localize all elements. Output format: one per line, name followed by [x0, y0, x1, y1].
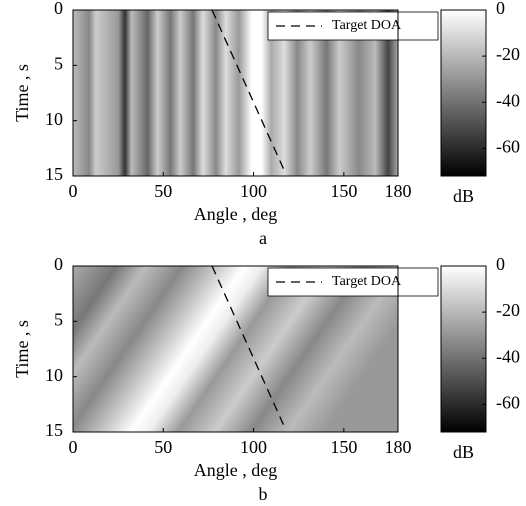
x-axis-label: Angle , deg — [194, 204, 277, 224]
x-tick-label: 100 — [240, 181, 267, 201]
x-tick-label: 180 — [385, 181, 412, 201]
legend-box — [267, 267, 439, 297]
x-tick-label: 50 — [154, 437, 172, 457]
y-axis-label: Time , s — [12, 64, 32, 122]
x-tick-label: 150 — [330, 437, 357, 457]
colorbar — [440, 9, 487, 177]
colorbar — [440, 265, 487, 433]
y-tick-label: 5 — [54, 53, 63, 73]
plot-frame — [72, 265, 399, 433]
y-axis-label: Time , s — [12, 320, 32, 378]
x-tick-label: 0 — [69, 181, 78, 201]
x-tick-label: 50 — [154, 181, 172, 201]
colorbar-label: dB — [453, 442, 474, 462]
y-tick-label: 5 — [54, 309, 63, 329]
plot-frame — [72, 9, 399, 177]
colorbar-tick-label: 0 — [496, 254, 505, 274]
y-tick-label: 15 — [45, 420, 63, 440]
colorbar-tick-label: -20 — [496, 44, 520, 64]
colorbar-tick-label: -20 — [496, 300, 520, 320]
x-tick-label: 150 — [330, 181, 357, 201]
x-axis-label: Angle , deg — [194, 460, 277, 480]
y-tick-label: 10 — [45, 365, 63, 385]
colorbar-tick-label: -40 — [496, 346, 520, 366]
y-tick-label: 0 — [54, 254, 63, 274]
colorbar-tick-label: -60 — [496, 392, 520, 412]
caption: b — [259, 484, 268, 501]
y-tick-label: 10 — [45, 109, 63, 129]
x-tick-label: 0 — [69, 437, 78, 457]
y-tick-label: 0 — [54, 0, 63, 18]
caption: a — [259, 228, 267, 248]
legend-label: Target DOA — [332, 274, 402, 289]
x-tick-label: 180 — [385, 437, 412, 457]
colorbar-tick-label: -60 — [496, 136, 520, 156]
x-tick-label: 100 — [240, 437, 267, 457]
colorbar-tick-label: 0 — [496, 0, 505, 18]
y-tick-label: 15 — [45, 164, 63, 184]
colorbar-tick-label: -40 — [496, 90, 520, 110]
legend-label: Target DOA — [332, 18, 402, 33]
colorbar-label: dB — [453, 186, 474, 206]
